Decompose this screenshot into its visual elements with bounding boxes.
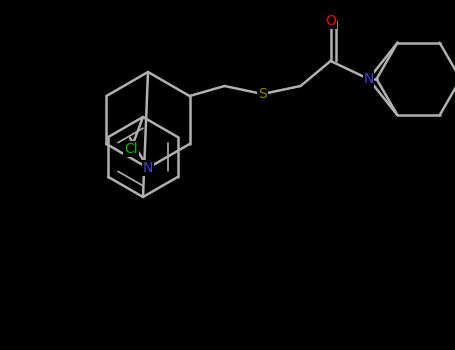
Text: N: N bbox=[143, 161, 153, 175]
Text: Cl: Cl bbox=[124, 142, 138, 156]
Text: N: N bbox=[364, 72, 374, 86]
Text: O: O bbox=[325, 14, 336, 28]
Text: S: S bbox=[258, 87, 267, 101]
